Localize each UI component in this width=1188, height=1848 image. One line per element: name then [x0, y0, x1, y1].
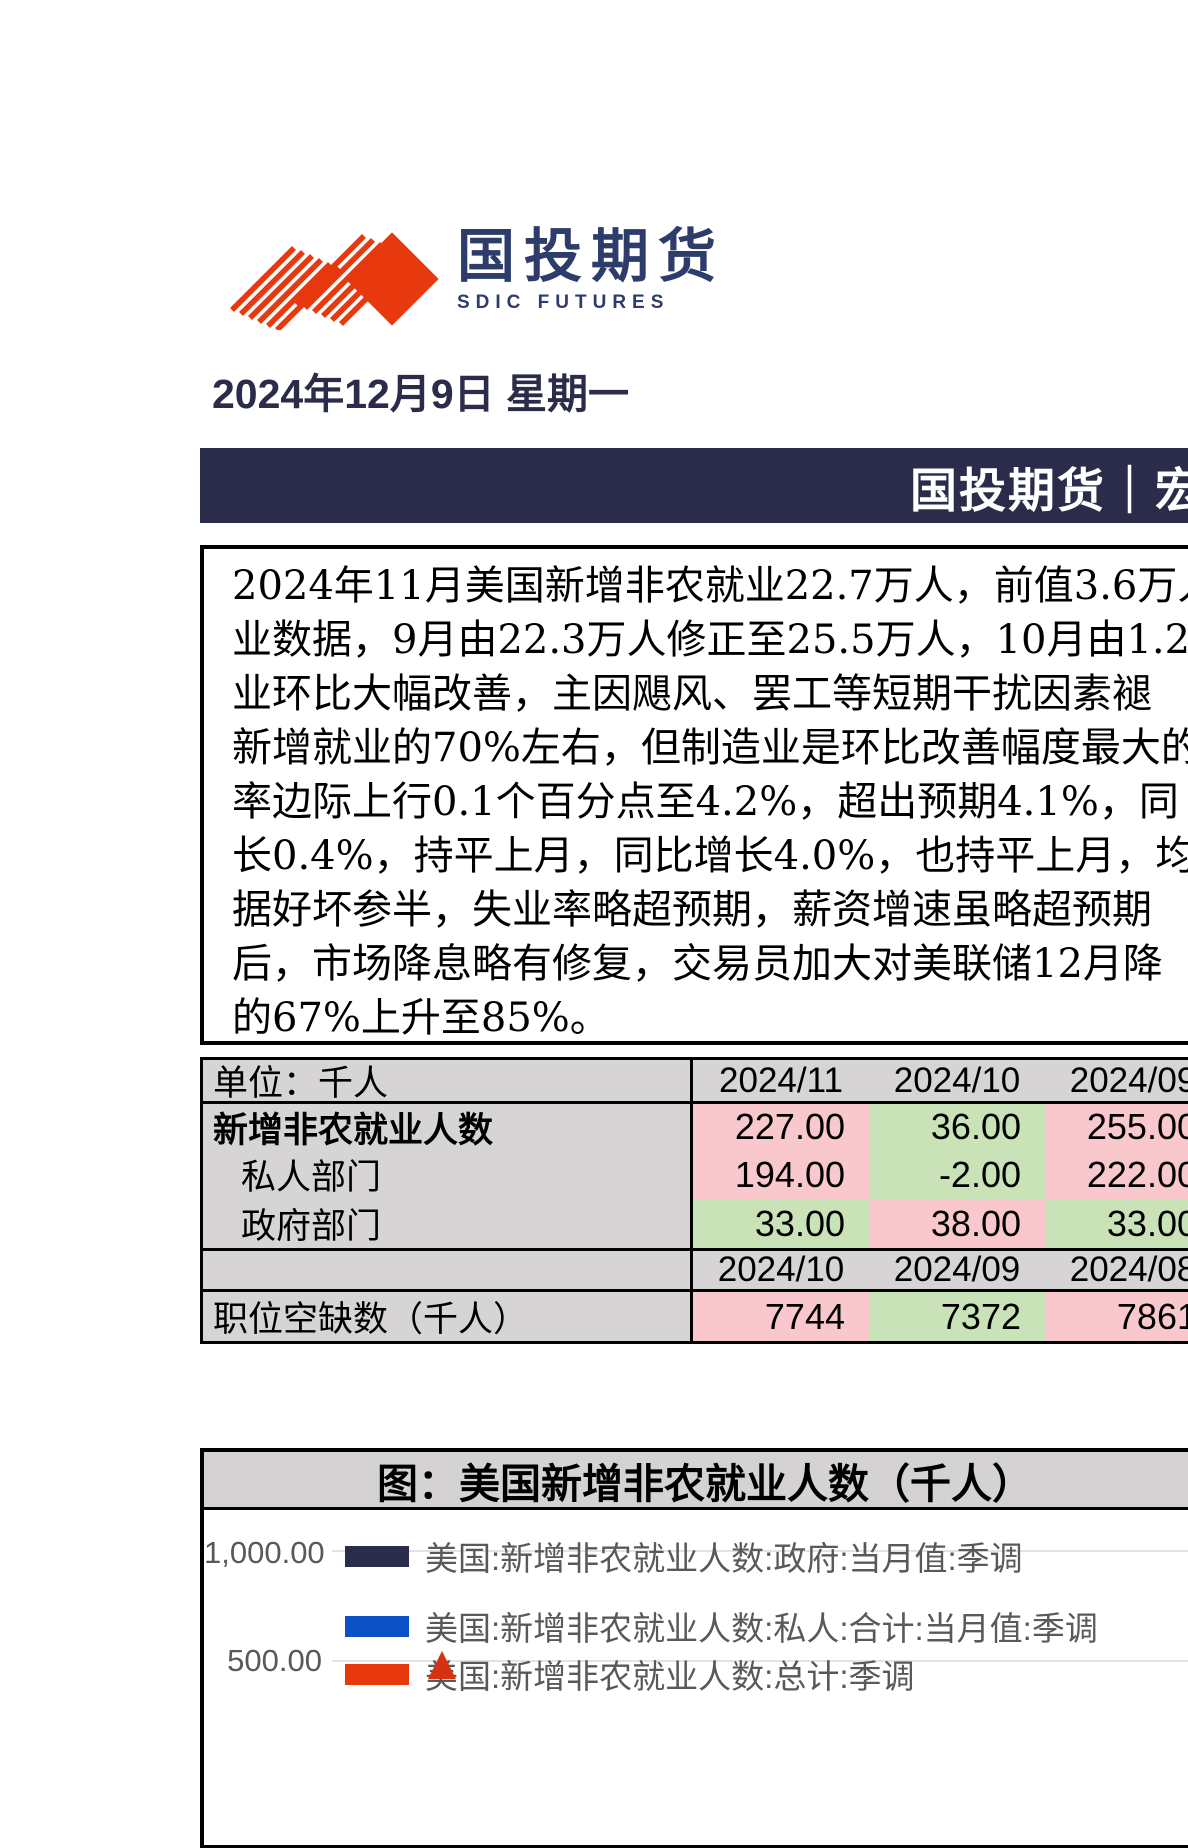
unit-label: 单位：千人 — [203, 1060, 693, 1103]
column-header: 2024/11 — [693, 1060, 869, 1101]
summary-box: 2024年11月美国新增非农就业22.7万人，前值3.6万人 业数据，9月由22… — [200, 545, 1188, 1045]
summary-line: 业环比大幅改善，主因飓风、罢工等短期干扰因素褪 — [232, 671, 1152, 717]
summary-line: 2024年11月美国新增非农就业22.7万人，前值3.6万人 — [232, 563, 1188, 609]
row-label: 私人部门 — [203, 1150, 693, 1199]
brand-name-cn: 国投期货 — [457, 224, 726, 289]
legend-swatch-blue-icon — [345, 1615, 409, 1637]
row-label: 新增非农就业人数 — [203, 1104, 693, 1150]
table-cell: 7372 — [869, 1292, 1045, 1341]
summary-line: 后，市场降息略有修复，交易员加大对美联储12月降 — [232, 941, 1163, 987]
legend-swatch-navy-icon — [345, 1545, 409, 1567]
chart-title: 图：美国新增非农就业人数（千人） — [204, 1452, 1188, 1510]
chart-plot-area: 1,000.00 500.00 美国:新增非农就业人数:政府:当月值:季调 美国… — [204, 1510, 1188, 1845]
column-header: 2024/10 — [869, 1060, 1045, 1101]
table-row: 新增非农就业人数 227.00 36.00 255.00 — [203, 1101, 1188, 1150]
table-cell: 255.00 — [1045, 1104, 1188, 1150]
brand-name-en: SDIC FUTURES — [457, 292, 670, 313]
column-header: 2024/09 — [1045, 1060, 1188, 1101]
table-cell: 36.00 — [869, 1104, 1045, 1150]
brand-logo: 国投期货 SDIC FUTURES — [228, 218, 788, 336]
table-cell: 7861 — [1045, 1292, 1188, 1341]
legend-label: 美国:新增非农就业人数:私人:合计:当月值:季调 — [425, 1610, 1098, 1647]
y-axis-tick: 500.00 — [227, 1643, 322, 1678]
table-cell: 227.00 — [693, 1104, 869, 1150]
banner-title: 国投期货｜宏 — [910, 464, 1188, 517]
summary-line: 率边际上行0.1个百分点至4.2%，超出预期4.1%，同 — [232, 779, 1179, 825]
legend-item-private: 美国:新增非农就业人数:私人:合计:当月值:季调 — [345, 1602, 1098, 1650]
table-cell: 7744 — [693, 1292, 869, 1341]
summary-line: 的67%上升至85%。 — [232, 995, 610, 1041]
row-label: 职位空缺数（千人） — [203, 1292, 693, 1341]
column-header: 2024/08 — [1045, 1250, 1188, 1289]
table-cell: -2.00 — [869, 1150, 1045, 1199]
row-label-empty — [203, 1251, 693, 1289]
sdic-diamond-stripes-icon — [230, 232, 439, 330]
y-axis-tick: 1,000.00 — [204, 1535, 325, 1570]
gridline-500 — [332, 1660, 1188, 1662]
summary-line: 据好坏参半，失业率略超预期，薪资增速虽略超预期 — [232, 887, 1152, 933]
nonfarm-data-table: 单位：千人 2024/11 2024/10 2024/09 新增非农就业人数 2… — [200, 1057, 1188, 1344]
table-header-row-2: 2024/10 2024/09 2024/08 — [203, 1248, 1188, 1289]
table-header-row-1: 单位：千人 2024/11 2024/10 2024/09 — [203, 1060, 1188, 1103]
red-series-peak-shape — [428, 1651, 456, 1679]
table-row: 私人部门 194.00 -2.00 222.00 — [203, 1150, 1188, 1199]
legend-item-government: 美国:新增非农就业人数:政府:当月值:季调 — [345, 1532, 1023, 1580]
summary-line: 业数据，9月由22.3万人修正至25.5万人，10月由1.2 — [232, 617, 1188, 663]
section-banner: 国投期货｜宏 — [200, 448, 1188, 523]
summary-line: 长0.4%，持平上月，同比增长4.0%，也持平上月，均 — [232, 833, 1188, 879]
summary-line: 新增就业的70%左右，但制造业是环比改善幅度最大的 — [232, 725, 1188, 771]
column-header: 2024/09 — [869, 1250, 1045, 1289]
gridline-1000 — [332, 1550, 1188, 1552]
table-cell: 33.00 — [693, 1199, 869, 1248]
nonfarm-chart: 图：美国新增非农就业人数（千人） 1,000.00 500.00 美国:新增非农… — [200, 1448, 1188, 1848]
table-cell: 33.00 — [1045, 1199, 1188, 1248]
report-date: 2024年12月9日 星期一 — [212, 371, 630, 417]
column-header: 2024/10 — [693, 1250, 869, 1289]
row-label: 政府部门 — [203, 1199, 693, 1248]
table-cell: 38.00 — [869, 1199, 1045, 1248]
table-row: 政府部门 33.00 38.00 33.00 — [203, 1199, 1188, 1248]
table-cell: 194.00 — [693, 1150, 869, 1199]
legend-label: 美国:新增非农就业人数:政府:当月值:季调 — [425, 1540, 1023, 1577]
table-row: 职位空缺数（千人） 7744 7372 7861 — [203, 1289, 1188, 1341]
brand-wordmark: 国投期货 SDIC FUTURES — [457, 218, 725, 314]
legend-swatch-red-icon — [345, 1663, 409, 1685]
legend-label: 美国:新增非农就业人数:总计:季调 — [425, 1658, 915, 1695]
table-cell: 222.00 — [1045, 1150, 1188, 1199]
